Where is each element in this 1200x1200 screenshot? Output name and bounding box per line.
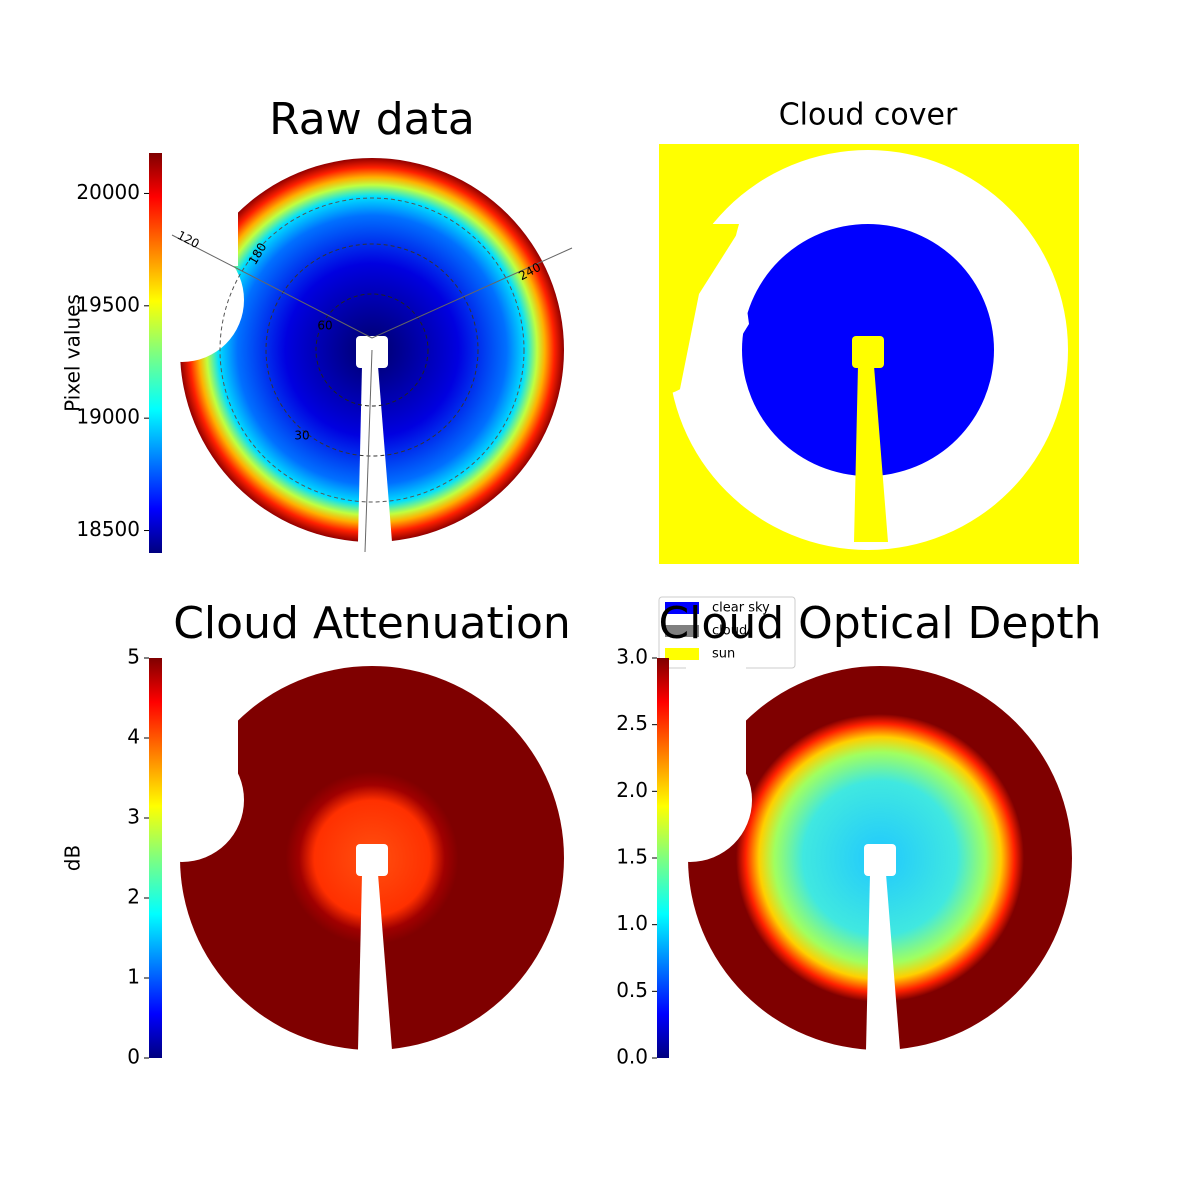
polar-ring [265,243,479,457]
colorbar-tick-label: 3.0 [616,645,648,669]
polar-ray [364,349,373,553]
legend-swatch [665,602,699,614]
polar-ray [371,247,573,339]
mask-arm [356,844,388,876]
colorbar-tick-label: 20000 [76,180,140,204]
colorbar-tick-label: 2.0 [616,778,648,802]
panel-title: Cloud Optical Depth [658,598,1101,649]
colorbar-tick-label: 2 [127,885,140,909]
colorbar-tick-label: 1 [127,965,140,989]
legend-label: sun [712,647,735,662]
cloud-wedge [679,234,749,394]
polar-ray [171,234,373,339]
colorbar-label: dB [61,845,85,871]
polar-label: 30 [294,429,309,443]
colorbar [149,658,162,1058]
colorbar-tick-label: 1.5 [616,845,648,869]
sun-arm [852,336,884,368]
colorbar-tick-label: 0.0 [616,1045,648,1069]
legend-label: clear sky [712,601,770,616]
legend-swatch [665,648,699,660]
colorbar-tick-label: 18500 [76,517,140,541]
colorbar-tick-label: 2.5 [616,711,648,735]
masked-region [178,156,238,266]
mask-arm [358,874,392,1050]
colorbar-label: Pixel values [61,294,85,412]
sun-arm [854,366,888,542]
masked-region [178,664,238,774]
colorbar-tick-label: 19500 [76,292,140,316]
panel-title: Raw data [269,94,475,145]
colorbar-tick-label: 19000 [76,405,140,429]
colorbar-tick-label: 0.5 [616,978,648,1002]
polar-ring [315,293,429,407]
panel-title: Cloud cover [779,98,958,133]
mask-arm [864,844,896,876]
colorbar-tick-label: 5 [127,645,140,669]
colorbar-tick-label: 4 [127,725,140,749]
panel-title: Cloud Attenuation [173,598,571,649]
polar-ring [219,197,525,503]
colorbar [149,153,162,553]
masked-region [686,664,746,774]
colorbar-tick-label: 3 [127,805,140,829]
mask-arm [866,874,900,1050]
polar-label: 60 [317,319,332,333]
panels: Raw data 18500 19000 19500 20000 Pixel values… [61,94,1102,1069]
legend-swatch [665,625,699,637]
colorbar-tick-label: 0 [127,1045,140,1069]
colorbar [657,658,669,1058]
colorbar-tick-label: 1.0 [616,911,648,935]
legend-label: cloud [712,624,747,639]
